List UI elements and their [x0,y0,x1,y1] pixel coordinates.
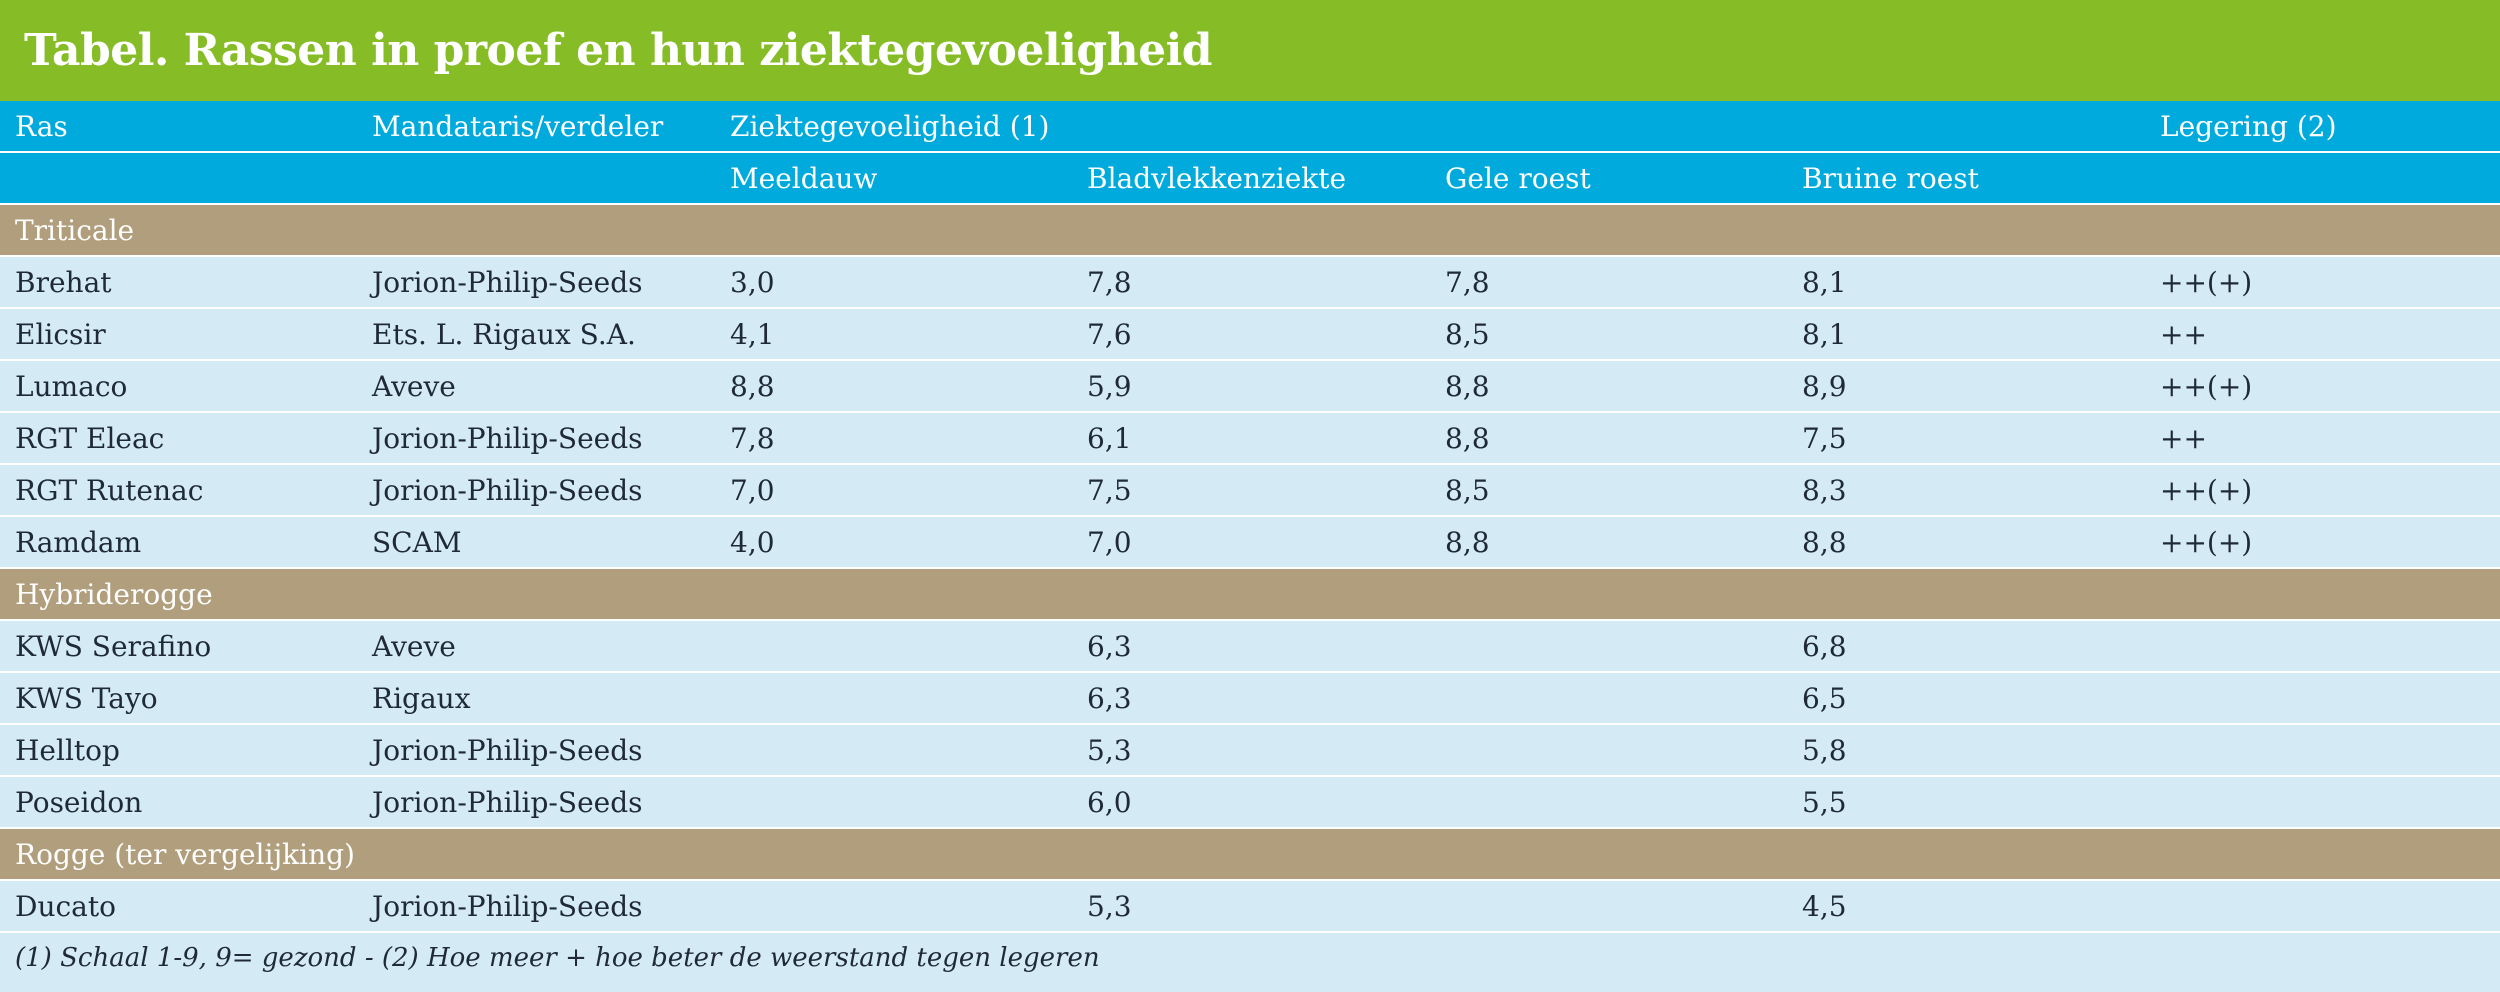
group-label: Rogge (ter vergelijking) [15,837,355,871]
cell-mandataris: Ets. L. Rigaux S.A. [372,317,636,351]
table-row: RGT Eleac Jorion-Philip-Seeds 7,8 6,1 8,8 7,5… [0,413,2500,465]
title-bar: Tabel. Rassen in proef en hun ziektegevo… [0,0,2500,101]
cell-meeldauw: 7,8 [730,421,775,455]
group-row: Rogge (ter vergelijking) [0,829,2500,881]
column-header-ziektegevoeligheid: Ziektegevoeligheid (1) [730,109,1050,143]
cell-meeldauw: 4,0 [730,525,775,559]
cell-mandataris: Jorion-Philip-Seeds [372,421,643,455]
cell-bruine-roest: 5,8 [1802,733,1847,767]
cell-gele-roest: 8,5 [1445,317,1490,351]
cell-ras: KWS Serafino [15,629,212,663]
cell-bruine-roest: 8,1 [1802,317,1847,351]
column-header-mandataris: Mandataris/verdeler [372,109,664,143]
cell-bladvlekkenziekte: 6,3 [1087,681,1132,715]
column-header-gele-roest: Gele roest [1445,161,1591,195]
column-header-bladvlekkenziekte: Bladvlekkenziekte [1087,161,1347,195]
group-label: Triticale [15,213,135,247]
cell-ras: KWS Tayo [15,681,158,715]
cell-bruine-roest: 8,8 [1802,525,1847,559]
header-row-primary: Ras Mandataris/verdeler Ziektegevoelighe… [0,101,2500,153]
cell-meeldauw: 4,1 [730,317,775,351]
cell-bruine-roest: 8,9 [1802,369,1847,403]
cell-mandataris: Jorion-Philip-Seeds [372,733,643,767]
footnote: (1) Schaal 1-9, 9= gezond - (2) Hoe meer… [15,943,1100,973]
cell-gele-roest: 8,8 [1445,525,1490,559]
column-header-meeldauw: Meeldauw [730,161,878,195]
table-title: Tabel. Rassen in proef en hun ziektegevo… [24,25,1213,76]
group-row: Triticale [0,205,2500,257]
cell-bruine-roest: 5,5 [1802,785,1847,819]
group-row: Hybriderogge [0,569,2500,621]
cell-mandataris: Jorion-Philip-Seeds [372,785,643,819]
table-row: Ducato Jorion-Philip-Seeds 5,3 4,5 [0,881,2500,933]
cell-mandataris: SCAM [372,525,462,559]
cell-mandataris: Jorion-Philip-Seeds [372,889,643,923]
cell-ras: Lumaco [15,369,128,403]
table-body: Triticale Brehat Jorion-Philip-Seeds 3,0 7,8… [0,205,2500,933]
cell-legering: ++ [2160,421,2207,455]
cell-mandataris: Jorion-Philip-Seeds [372,265,643,299]
cell-bladvlekkenziekte: 7,8 [1087,265,1132,299]
column-header-legering: Legering (2) [2160,109,2337,143]
cell-ras: Elicsir [15,317,106,351]
cell-ras: Ramdam [15,525,142,559]
cell-legering: ++(+) [2160,473,2253,507]
table-row: Ramdam SCAM 4,0 7,0 8,8 8,8 ++(+) [0,517,2500,569]
table-row: KWS Serafino Aveve 6,3 6,8 [0,621,2500,673]
cell-ras: Poseidon [15,785,143,819]
cell-ras: Ducato [15,889,116,923]
cell-gele-roest: 8,8 [1445,421,1490,455]
cell-bruine-roest: 8,1 [1802,265,1847,299]
table-row: Poseidon Jorion-Philip-Seeds 6,0 5,5 [0,777,2500,829]
cell-legering: ++(+) [2160,525,2253,559]
cell-mandataris: Jorion-Philip-Seeds [372,473,643,507]
data-table: Ras Mandataris/verdeler Ziektegevoelighe… [0,101,2500,983]
cell-ras: Brehat [15,265,112,299]
cell-bladvlekkenziekte: 5,3 [1087,889,1132,923]
footnote-row: (1) Schaal 1-9, 9= gezond - (2) Hoe meer… [0,933,2500,983]
cell-bruine-roest: 4,5 [1802,889,1847,923]
cell-bruine-roest: 6,8 [1802,629,1847,663]
cell-meeldauw: 7,0 [730,473,775,507]
cell-bladvlekkenziekte: 6,1 [1087,421,1132,455]
header-row-secondary: Meeldauw Bladvlekkenziekte Gele roest Br… [0,153,2500,205]
table-row: Lumaco Aveve 8,8 5,9 8,8 8,9 ++(+) [0,361,2500,413]
cell-bruine-roest: 6,5 [1802,681,1847,715]
cell-legering: ++ [2160,317,2207,351]
cell-bladvlekkenziekte: 6,0 [1087,785,1132,819]
cell-gele-roest: 7,8 [1445,265,1490,299]
cell-mandataris: Aveve [372,629,456,663]
cell-ras: RGT Rutenac [15,473,204,507]
cell-bruine-roest: 8,3 [1802,473,1847,507]
table-row: Helltop Jorion-Philip-Seeds 5,3 5,8 [0,725,2500,777]
cell-legering: ++(+) [2160,265,2253,299]
cell-bladvlekkenziekte: 5,3 [1087,733,1132,767]
cell-mandataris: Rigaux [372,681,471,715]
table-row: Brehat Jorion-Philip-Seeds 3,0 7,8 7,8 8,1 ++(… [0,257,2500,309]
cell-ras: RGT Eleac [15,421,165,455]
cell-gele-roest: 8,5 [1445,473,1490,507]
cell-meeldauw: 3,0 [730,265,775,299]
cell-bladvlekkenziekte: 7,5 [1087,473,1132,507]
group-label: Hybriderogge [15,577,213,611]
column-header-ras: Ras [15,109,68,143]
cell-bladvlekkenziekte: 7,6 [1087,317,1132,351]
cell-mandataris: Aveve [372,369,456,403]
cell-bladvlekkenziekte: 7,0 [1087,525,1132,559]
table-row: KWS Tayo Rigaux 6,3 6,5 [0,673,2500,725]
cell-meeldauw: 8,8 [730,369,775,403]
cell-legering: ++(+) [2160,369,2253,403]
cell-bladvlekkenziekte: 6,3 [1087,629,1132,663]
table-row: RGT Rutenac Jorion-Philip-Seeds 7,0 7,5 8,5 8… [0,465,2500,517]
cell-bruine-roest: 7,5 [1802,421,1847,455]
column-header-bruine-roest: Bruine roest [1802,161,1979,195]
cell-gele-roest: 8,8 [1445,369,1490,403]
cell-ras: Helltop [15,733,120,767]
table-row: Elicsir Ets. L. Rigaux S.A. 4,1 7,6 8,5 8,1 ++ [0,309,2500,361]
cell-bladvlekkenziekte: 5,9 [1087,369,1132,403]
